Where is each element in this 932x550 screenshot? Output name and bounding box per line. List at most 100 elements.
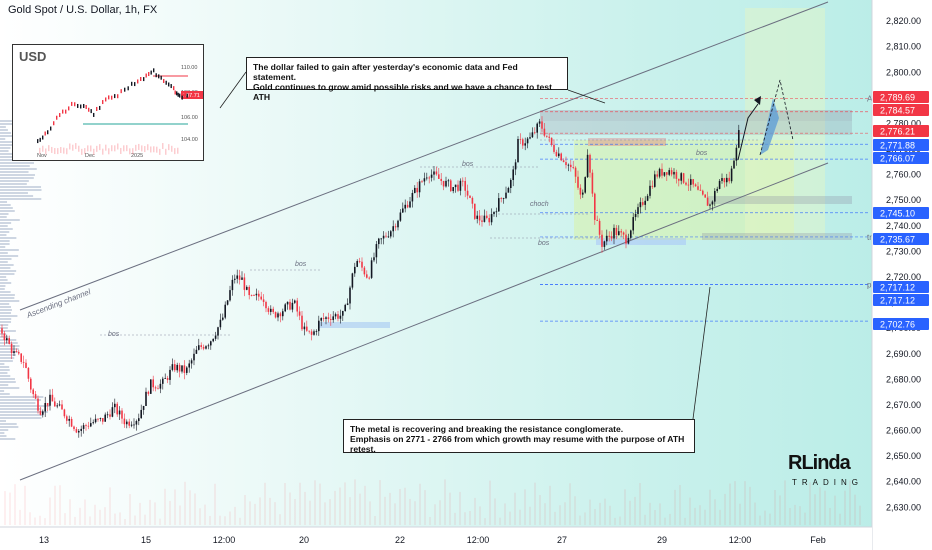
candle-body <box>49 394 51 406</box>
volume-bar <box>804 512 806 525</box>
volume-profile-bar <box>0 426 19 428</box>
candle-body <box>325 317 327 319</box>
volume-profile-bar <box>0 345 20 347</box>
candle-body <box>358 261 361 262</box>
volume-profile-bar <box>0 231 10 233</box>
candle-body <box>716 188 718 191</box>
candle-body <box>375 244 378 258</box>
volume-profile-bar <box>0 381 16 383</box>
inset-price-tag <box>181 91 203 99</box>
candle-body <box>478 215 481 221</box>
volume-profile-bar <box>0 384 9 386</box>
candle-body <box>697 186 699 190</box>
chart-title: Gold Spot / U.S. Dollar, 1h, FX <box>8 4 158 16</box>
candle-body <box>670 170 673 175</box>
volume-bar <box>289 492 291 525</box>
candle-body <box>483 215 486 222</box>
inset-candle <box>153 68 155 73</box>
channel-lower-line <box>19 162 829 481</box>
candle-body <box>582 192 584 195</box>
price-tick-label: 2,650.00 <box>886 451 921 461</box>
volume-profile-bar <box>0 324 9 326</box>
volume-profile-bar <box>0 279 8 281</box>
volume-bar <box>454 512 456 525</box>
candle-body <box>63 409 66 417</box>
candle-body <box>649 185 651 196</box>
volume-bar <box>379 480 381 525</box>
inset-candle <box>80 104 82 109</box>
inset-candle <box>145 73 147 78</box>
volume-profile-bar <box>0 186 42 188</box>
volume-bar <box>419 483 421 525</box>
candle-body <box>730 168 733 182</box>
inset-symbol: USD <box>19 49 46 64</box>
candle-body <box>176 364 178 371</box>
volume-bar <box>829 507 831 525</box>
candle-body <box>567 164 570 166</box>
candle-body <box>610 236 613 239</box>
volume-profile-bar <box>0 297 15 299</box>
price-tick-label: 2,810.00 <box>886 42 921 52</box>
volume-bar <box>174 489 176 525</box>
volume-profile-bar <box>0 162 34 164</box>
candle-body <box>481 220 483 222</box>
inset-candle <box>131 81 133 86</box>
price-tick-label: 2,760.00 <box>886 170 921 180</box>
candle-body <box>46 403 49 406</box>
inset-candle <box>44 131 46 136</box>
inset-volume-bar <box>168 144 170 151</box>
candle-body <box>162 378 164 384</box>
inset-volume-bar <box>93 148 95 155</box>
volume-profile-bar <box>0 417 42 419</box>
volume-bar <box>659 503 661 525</box>
candle-body <box>637 207 639 214</box>
volume-bar <box>324 502 326 525</box>
volume-bar <box>149 499 151 525</box>
volume-bar <box>529 506 531 525</box>
volume-bar <box>669 513 671 525</box>
inset-volume-bar <box>123 145 125 152</box>
volume-bar <box>624 489 626 525</box>
volume-profile-bar <box>0 375 11 377</box>
candle-body <box>102 418 104 422</box>
inset-candle <box>176 91 178 96</box>
volume-bar <box>709 489 711 525</box>
candle-body <box>80 428 82 431</box>
volume-profile-bar <box>0 402 36 404</box>
candle-body <box>306 326 308 331</box>
price-level-tag <box>873 294 929 306</box>
volume-profile-bar <box>0 243 10 245</box>
volume-bar <box>509 511 511 525</box>
volume-bar <box>234 506 236 525</box>
volume-profile-bar <box>0 354 16 356</box>
inset-volume-bar <box>156 146 158 153</box>
candle-body <box>126 421 128 425</box>
candle-body <box>476 215 478 219</box>
candle-body <box>296 300 298 312</box>
inset-candle <box>105 97 107 102</box>
volume-bar <box>719 509 721 525</box>
price-tick-label: 2,660.00 <box>886 426 921 436</box>
candle-body <box>738 130 740 148</box>
volume-bar <box>844 490 846 525</box>
inset-candle <box>53 121 55 126</box>
volume-bar <box>199 508 201 525</box>
candle-body <box>298 311 301 316</box>
candle-body <box>66 416 68 421</box>
candle-body <box>430 174 433 178</box>
price-level-tag <box>873 139 929 151</box>
candle-body <box>553 144 555 152</box>
inset-volume-bar <box>39 147 41 154</box>
candle-body <box>234 278 236 280</box>
volume-profile-bar <box>0 315 18 317</box>
candle-body <box>210 341 212 346</box>
channel-upper-line <box>19 1 829 311</box>
volume-bar <box>194 493 196 525</box>
inset-volume-bar <box>150 146 152 153</box>
time-axis: 13 15 12:00 20 22 12:00 27 29 12:00 Feb <box>0 526 872 550</box>
volume-profile-bar <box>0 264 14 266</box>
volume-bar <box>744 481 746 525</box>
candle-body <box>406 204 409 208</box>
candle-body <box>37 398 39 411</box>
